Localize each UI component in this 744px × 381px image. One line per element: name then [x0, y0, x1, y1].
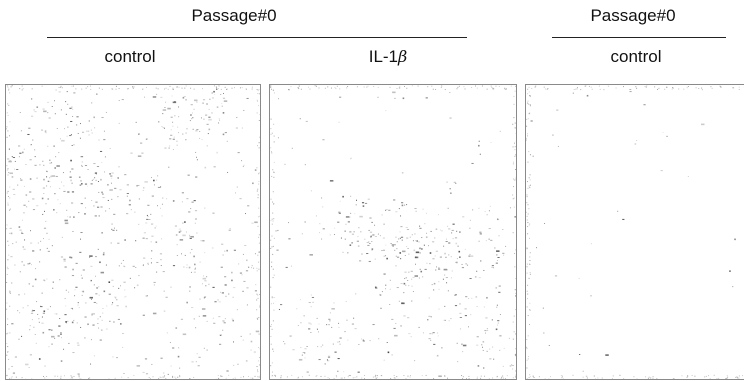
micrograph-speckle-1 — [6, 85, 260, 379]
micrograph-speckle-3 — [526, 85, 744, 379]
micrograph-panel-control-2 — [525, 84, 744, 380]
group-rule-2 — [552, 37, 726, 38]
group-title-1: Passage#0 — [191, 6, 277, 25]
micrograph-speckle-2 — [270, 85, 516, 379]
group-rule-1 — [47, 37, 467, 38]
group-title-2: Passage#0 — [590, 6, 676, 25]
panel-label-control-1: control — [104, 47, 156, 66]
micrograph-panel-il1b — [269, 84, 517, 380]
panel-label-control-2: control — [610, 47, 662, 66]
panel-label-il1b: IL-1β — [368, 47, 408, 66]
micrograph-panel-control-1 — [5, 84, 261, 380]
